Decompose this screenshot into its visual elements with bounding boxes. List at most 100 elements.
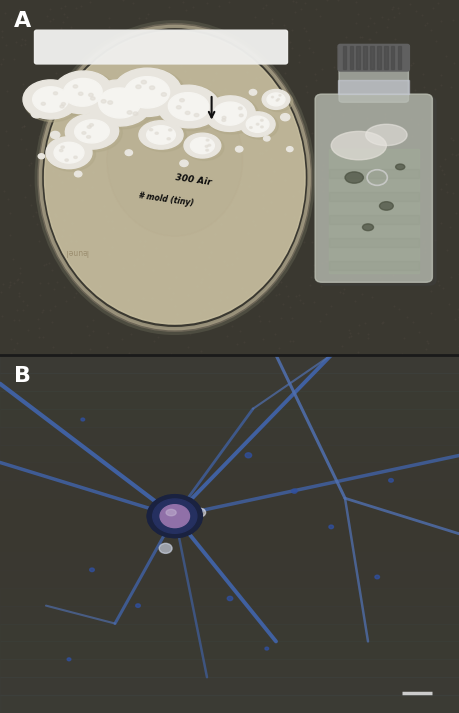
Point [435,160,442,172]
Point [358,31,365,43]
Point [307,127,314,138]
Point [369,227,377,238]
Ellipse shape [205,97,258,134]
Point [207,247,214,258]
Point [134,33,142,44]
Point [240,114,247,125]
Point [71,48,78,60]
Point [326,208,333,220]
Bar [0,373,459,391]
Circle shape [264,647,268,650]
Point [451,149,458,160]
Ellipse shape [54,72,116,116]
Point [78,99,85,111]
Ellipse shape [113,68,185,120]
Point [67,217,75,229]
Point [347,210,354,221]
Point [259,189,266,200]
Point [349,161,357,173]
Point [377,317,384,328]
Point [236,325,244,337]
Point [62,1,69,12]
Bar [356,46,359,69]
Point [303,86,310,98]
Point [96,204,104,215]
Point [33,218,40,230]
Circle shape [81,418,84,421]
Point [83,321,90,332]
Point [148,292,155,304]
Point [15,287,22,299]
Point [298,297,306,309]
Point [103,341,111,352]
Point [121,310,129,322]
Circle shape [178,522,194,535]
Point [433,0,440,9]
Bar [0,623,459,642]
Point [454,340,459,352]
Point [194,316,202,327]
Point [132,93,140,104]
Point [406,58,414,70]
Point [88,182,95,193]
Point [56,108,64,120]
Text: B: B [14,366,31,386]
Point [347,147,355,158]
Point [277,277,285,288]
Point [388,226,395,237]
Circle shape [148,505,164,518]
Point [366,34,373,45]
Point [301,0,308,9]
Point [19,295,26,307]
Point [311,68,319,80]
Point [142,152,150,163]
Point [19,78,26,89]
Ellipse shape [271,96,273,98]
Bar [0,516,459,534]
Point [167,184,174,195]
Ellipse shape [395,164,404,170]
Point [426,185,433,196]
Ellipse shape [86,135,90,138]
Point [111,50,118,61]
Point [278,236,285,247]
Point [67,39,74,51]
Point [419,81,426,93]
Point [197,219,205,230]
Ellipse shape [238,107,242,110]
Point [168,228,175,240]
Point [241,106,248,117]
Point [128,115,135,126]
Point [167,348,174,359]
Point [24,324,32,336]
Point [318,257,325,269]
Point [223,260,230,271]
Point [268,75,275,86]
Point [411,245,418,256]
Point [197,277,204,288]
Point [434,276,441,287]
Point [212,92,219,103]
Circle shape [291,489,297,493]
Point [235,47,243,58]
Point [370,127,378,138]
Point [152,242,159,254]
Point [391,34,398,45]
Point [384,13,391,24]
Ellipse shape [249,127,252,128]
Ellipse shape [60,105,64,108]
Point [134,194,141,205]
Point [419,235,426,247]
Point [104,327,112,338]
Point [211,228,218,240]
Bar [0,677,459,695]
Point [50,301,58,312]
Bar [0,481,459,498]
Point [424,337,431,349]
Point [0,58,5,69]
Point [437,79,444,91]
Point [381,108,388,120]
Point [446,133,453,144]
Point [63,47,70,58]
Point [287,118,294,129]
